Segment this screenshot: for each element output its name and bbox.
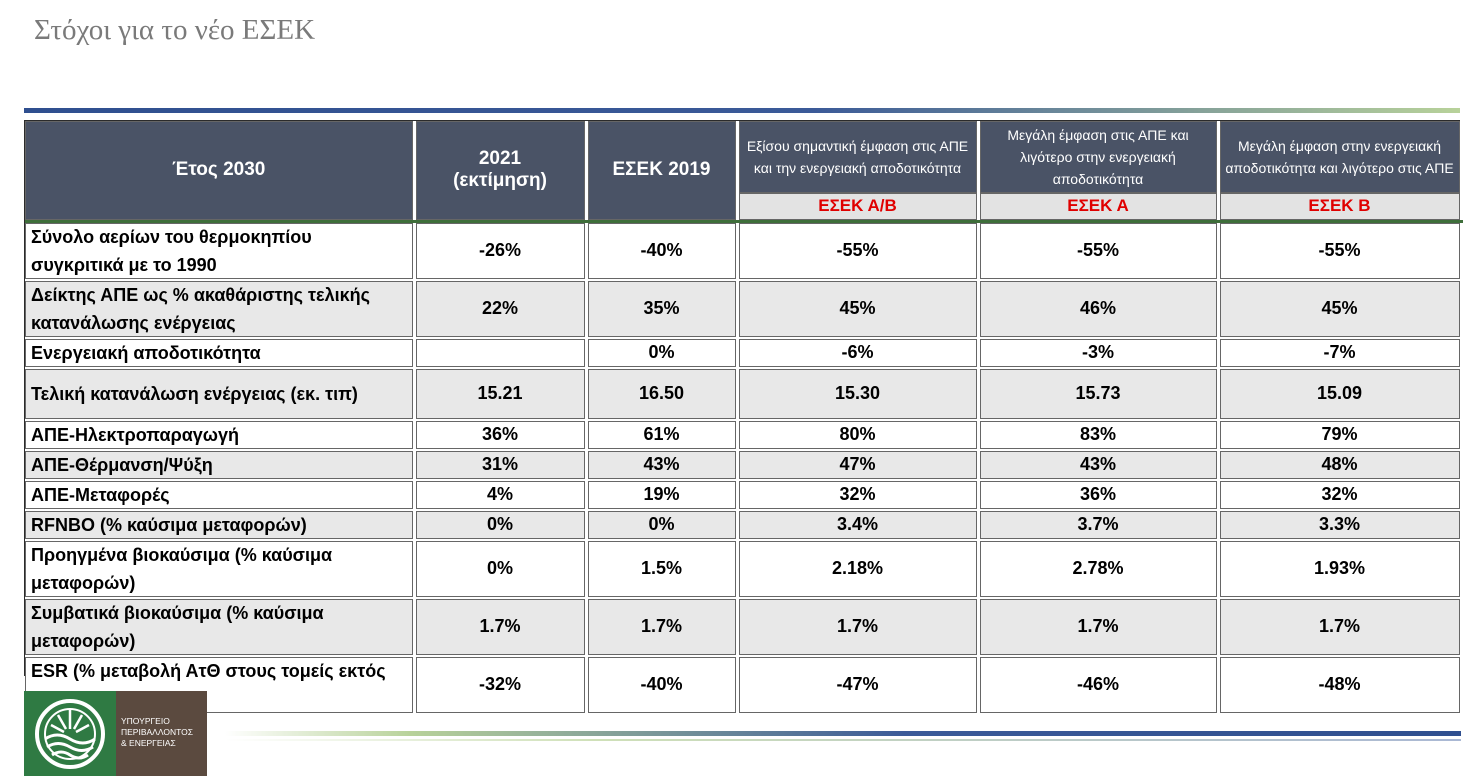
row-value: 0% [586, 509, 739, 541]
row-value: 32% [1218, 479, 1463, 511]
row-value: 22% [414, 279, 588, 339]
row-value: 1.7% [978, 597, 1220, 657]
table-body: Σύνολο αερίων του θερμοκηπίου συγκριτικά… [25, 221, 1463, 715]
logo-emblem [24, 691, 116, 776]
bottom-divider-bar [225, 731, 1461, 736]
row-value: -7% [1218, 337, 1463, 369]
row-value: -3% [978, 337, 1220, 369]
row-value: 47% [737, 449, 980, 481]
table-row: Τελική κατανάλωση ενέργειας (εκ. τιπ) 15.… [25, 367, 1463, 421]
row-value: -47% [737, 655, 980, 715]
row-value: 1.7% [1218, 597, 1463, 657]
logo-line-1: ΥΠΟΥΡΓΕΙΟ [121, 716, 170, 726]
row-value: 0% [414, 539, 588, 599]
row-value: 3.3% [1218, 509, 1463, 541]
row-value: 32% [737, 479, 980, 511]
header-scenario-a-desc: Μεγάλη έμφαση στις ΑΠΕ και λιγότερο στην… [978, 121, 1220, 193]
header-scenario-b-code: ΕΣΕΚ Β [1218, 193, 1463, 223]
row-value: 3.7% [978, 509, 1220, 541]
header-scenario-b-desc: Μεγάλη έμφαση στην ενεργειακή αποδοτικότ… [1218, 121, 1463, 193]
row-value: 2.18% [737, 539, 980, 599]
row-value: 19% [586, 479, 739, 511]
row-value: 1.7% [414, 597, 588, 657]
row-value: -48% [1218, 655, 1463, 715]
table-row: Ενεργειακή αποδοτικότητα 0% -6% -3% -7% [25, 337, 1463, 369]
row-label: Σύνολο αερίων του θερμοκηπίου συγκριτικά… [25, 221, 416, 281]
row-value: 45% [737, 279, 980, 339]
row-value: 45% [1218, 279, 1463, 339]
table-row: Προηγμένα βιοκαύσιμα (% καύσιμα μεταφορώ… [25, 539, 1463, 599]
logo-line-2: ΠΕΡΙΒΑΛΛΟΝΤΟΣ [121, 727, 194, 737]
row-value: 2.78% [978, 539, 1220, 599]
row-value: -46% [978, 655, 1220, 715]
row-value: 15.30 [737, 367, 980, 421]
row-value: 1.7% [586, 597, 739, 657]
row-value: -55% [978, 221, 1220, 281]
row-value: 16.50 [586, 367, 739, 421]
row-value: 31% [414, 449, 588, 481]
row-value [414, 337, 588, 369]
row-value: 48% [1218, 449, 1463, 481]
row-value: 46% [978, 279, 1220, 339]
row-label: ΑΠΕ-Μεταφορές [25, 479, 416, 511]
row-value: 0% [414, 509, 588, 541]
row-label: ΑΠΕ-Θέρμανση/Ψύξη [25, 449, 416, 481]
row-value: 15.21 [414, 367, 588, 421]
table-row: Σύνολο αερίων του θερμοκηπίου συγκριτικά… [25, 221, 1463, 281]
header-scenario-a-code: ΕΣΕΚ Α [978, 193, 1220, 223]
row-value: 15.73 [978, 367, 1220, 421]
row-value: 43% [978, 449, 1220, 481]
ministry-logo: ΥΠΟΥΡΓΕΙΟ ΠΕΡΙΒΑΛΛΟΝΤΟΣ & ΕΝΕΡΓΕΙΑΣ [24, 691, 207, 776]
logo-line-3: & ΕΝΕΡΓΕΙΑΣ [121, 738, 176, 748]
table-row: Συμβατικά βιοκαύσιμα (% καύσιμα μεταφορώ… [25, 597, 1463, 657]
row-value: -40% [586, 221, 739, 281]
row-value: -6% [737, 337, 980, 369]
row-value: 83% [978, 419, 1220, 451]
row-value: -26% [414, 221, 588, 281]
header-year: Έτος 2030 [25, 121, 416, 223]
page-title: Στόχοι για το νέο ΕΣΕΚ [34, 14, 316, 46]
table-row: ESR (% μεταβολή ΑτΘ στους τομείς εκτός E… [25, 655, 1463, 715]
logo-text: ΥΠΟΥΡΓΕΙΟ ΠΕΡΙΒΑΛΛΟΝΤΟΣ & ΕΝΕΡΓΕΙΑΣ [116, 691, 207, 776]
row-label: Τελική κατανάλωση ενέργειας (εκ. τιπ) [25, 367, 416, 421]
header-scenario-ab-code: ΕΣΕΚ Α/Β [737, 193, 980, 223]
row-value: -32% [414, 655, 588, 715]
header-2021: 2021 (εκτίμηση) [414, 121, 588, 223]
header-esek-2019: ΕΣΕΚ 2019 [586, 121, 739, 223]
row-label: Προηγμένα βιοκαύσιμα (% καύσιμα μεταφορώ… [25, 539, 416, 599]
row-value: 3.4% [737, 509, 980, 541]
row-value: 1.5% [586, 539, 739, 599]
row-value: 35% [586, 279, 739, 339]
row-value: 61% [586, 419, 739, 451]
row-value: 43% [586, 449, 739, 481]
row-value: 1.93% [1218, 539, 1463, 599]
row-label: Ενεργειακή αποδοτικότητα [25, 337, 416, 369]
table-row: ΑΠΕ-Ηλεκτροπαραγωγή 36% 61% 80% 83% 79% [25, 419, 1463, 451]
row-value: 36% [978, 479, 1220, 511]
header-scenario-ab-desc: Εξίσου σημαντική έμφαση στις ΑΠΕ και την… [737, 121, 980, 193]
row-value: 15.09 [1218, 367, 1463, 421]
table-row: RFNBO (% καύσιμα μεταφορών) 0% 0% 3.4% 3.7% 3… [25, 509, 1463, 541]
row-value: -40% [586, 655, 739, 715]
row-value: 1.7% [737, 597, 980, 657]
row-value: 4% [414, 479, 588, 511]
row-label: ΑΠΕ-Ηλεκτροπαραγωγή [25, 419, 416, 451]
row-value: 80% [737, 419, 980, 451]
row-value: 79% [1218, 419, 1463, 451]
row-value: 36% [414, 419, 588, 451]
row-value: -55% [737, 221, 980, 281]
sun-wave-icon [35, 698, 105, 769]
bottom-divider-thin [225, 739, 1461, 741]
top-divider-bar [24, 108, 1460, 113]
table-row: ΑΠΕ-Θέρμανση/Ψύξη 31% 43% 47% 43% 48% [25, 449, 1463, 481]
header-2021-label: 2021 (εκτίμηση) [453, 148, 547, 192]
row-label: Συμβατικά βιοκαύσιμα (% καύσιμα μεταφορώ… [25, 597, 416, 657]
table-row: Δείκτης ΑΠΕ ως % ακαθάριστης τελικής κατ… [25, 279, 1463, 339]
row-label: Δείκτης ΑΠΕ ως % ακαθάριστης τελικής κατ… [25, 279, 416, 339]
row-label: RFNBO (% καύσιμα μεταφορών) [25, 509, 416, 541]
row-value: 0% [586, 337, 739, 369]
table-row: ΑΠΕ-Μεταφορές 4% 19% 32% 36% 32% [25, 479, 1463, 511]
row-value: -55% [1218, 221, 1463, 281]
targets-table: Έτος 2030 2021 (εκτίμηση) ΕΣΕΚ 2019 Εξίσ… [24, 120, 1463, 715]
